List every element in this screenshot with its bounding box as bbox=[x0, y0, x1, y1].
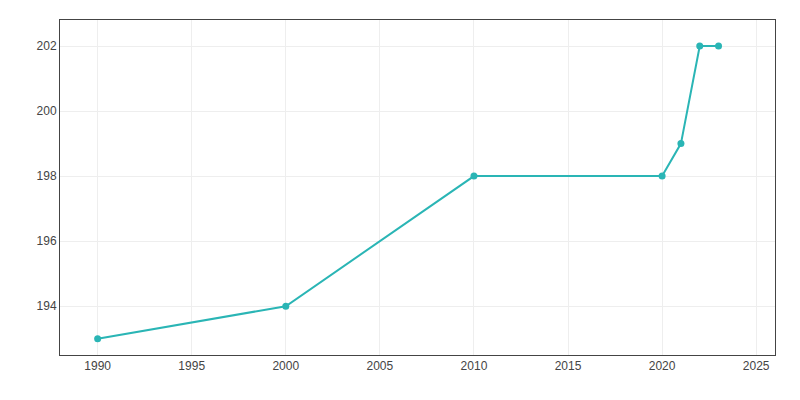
svg-text:196: 196 bbox=[37, 234, 57, 248]
svg-text:2015: 2015 bbox=[555, 359, 582, 373]
svg-text:2000: 2000 bbox=[272, 359, 299, 373]
svg-text:2025: 2025 bbox=[743, 359, 770, 373]
svg-text:2020: 2020 bbox=[649, 359, 676, 373]
svg-text:198: 198 bbox=[37, 169, 57, 183]
svg-text:1990: 1990 bbox=[84, 359, 111, 373]
svg-text:2005: 2005 bbox=[367, 359, 394, 373]
svg-text:194: 194 bbox=[37, 299, 57, 313]
svg-text:200: 200 bbox=[37, 104, 57, 118]
svg-text:202: 202 bbox=[37, 39, 57, 53]
svg-text:2010: 2010 bbox=[461, 359, 488, 373]
svg-text:1995: 1995 bbox=[178, 359, 205, 373]
